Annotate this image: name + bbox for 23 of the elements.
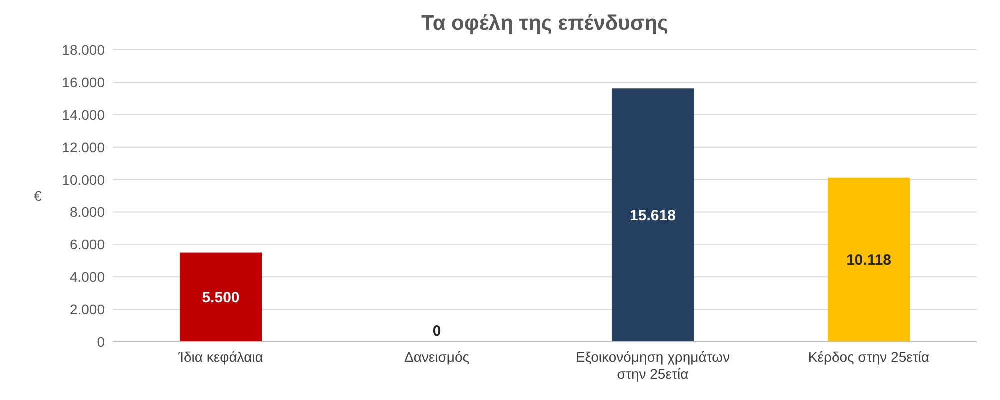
data-label: 5.500 (202, 289, 240, 306)
y-tick-label: 8.000 (70, 204, 106, 220)
x-tick-label: Εξοικονόμηση χρημάτων στην 25ετία (576, 349, 730, 382)
bar (612, 88, 694, 342)
data-label: 0 (432, 323, 442, 340)
data-label: 10.118 (846, 252, 892, 269)
bar (828, 178, 910, 342)
y-tick-label: 16.000 (62, 74, 106, 90)
bar (180, 252, 262, 342)
y-tick-label: 4.000 (70, 269, 106, 286)
x-tick-label: Ίδια κεφάλαια (178, 349, 264, 365)
chart-title: Τα οφέλη της επένδυσης (422, 12, 669, 35)
y-tick-label: 10.000 (62, 172, 106, 188)
y-tick-label: 18.000 (62, 42, 106, 58)
y-tick-label: 14.000 (62, 106, 106, 123)
x-tick-label: Δανεισμός (404, 349, 470, 365)
y-tick-label: 0 (97, 334, 106, 350)
y-tick-label: 2.000 (70, 302, 106, 318)
y-tick-label: 12.000 (62, 139, 106, 156)
y-tick-label: 6.000 (70, 236, 106, 253)
x-tick-label: Κέρδος στην 25ετία (808, 349, 930, 365)
y-axis-title: € (34, 188, 42, 204)
data-label: 15.618 (630, 207, 676, 224)
